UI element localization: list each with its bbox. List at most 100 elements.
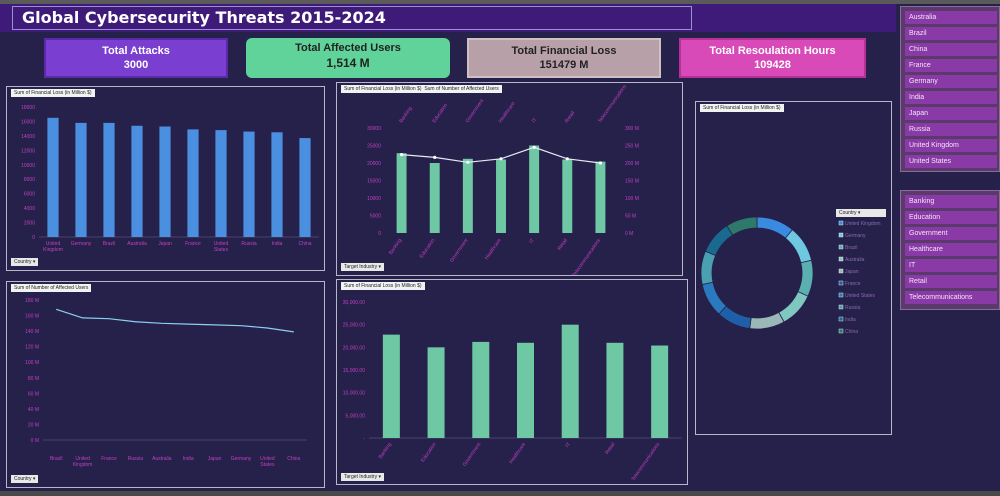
country-filter-button[interactable]: Country ▾ (11, 475, 39, 483)
legend-label: Australia (845, 257, 865, 263)
line-point (532, 145, 536, 149)
industry-filter-button[interactable]: Target Industry ▾ (341, 473, 384, 481)
y-tick-label: 12000 (21, 148, 35, 154)
x-tick-label: IT (528, 238, 535, 245)
line-point (399, 153, 404, 157)
legend-swatch (838, 220, 844, 226)
bar (103, 122, 115, 237)
x-tick-label-top: IT (531, 117, 538, 124)
x-tick-label: Government (462, 441, 483, 467)
x-tick-label-top: Retail (564, 110, 576, 124)
slicer-item-russia[interactable]: Russia (905, 123, 997, 136)
x-tick-label-top: Telecommunications (597, 83, 628, 124)
legend-label: United States (845, 293, 876, 299)
filter-label: Target Industry (344, 474, 378, 480)
slicer-item-united-states[interactable]: United States (905, 155, 997, 168)
x-tick-label: France (185, 241, 201, 247)
x-tick-label: Healthcare (508, 442, 527, 465)
slicer-item-telecommunications[interactable]: Telecommunications (905, 291, 997, 304)
country-slicer: Australia Brazil China France Germany India Ja… (900, 6, 1000, 172)
line-point (499, 157, 503, 161)
legend-swatch (838, 304, 844, 310)
legend-swatch (838, 280, 844, 286)
x-tick-label: Australia (152, 456, 172, 462)
x-tick-label: Telecommunications (630, 441, 661, 482)
bar-chart-loss-by-industry: - 5,000.00 10,000.00 15,000.00 20,000.00 25,0… (343, 300, 682, 482)
slicer-item-education[interactable]: Education (905, 211, 997, 224)
page-title: Global Cybersecurity Threats 2015-2024 (22, 8, 386, 27)
y-tick-label-left: 30000 (367, 126, 381, 132)
kpi-value: 3000 (123, 59, 149, 71)
x-tick-label: Kingdom (43, 247, 63, 253)
slicer-item-it[interactable]: IT (905, 259, 997, 272)
chart-panel-loss-by-country: Sum of Financial Loss (in Million $) 0 20… (6, 86, 325, 271)
chart-panel-users-by-country: Sum of Number of Affected Users 0 M 20 M 4… (6, 281, 325, 488)
y-tick-label: 180 M (25, 298, 39, 304)
slicer-item-france[interactable]: France (905, 59, 997, 72)
y-tick-label: 10,000.00 (343, 391, 365, 397)
y-tick-label: 16000 (21, 119, 35, 125)
slicer-item-germany[interactable]: Germany (905, 75, 997, 88)
bar (606, 342, 624, 438)
kpi-value: 109428 (754, 59, 791, 71)
legend-item-users: Sum of Number of Affected Users (424, 86, 499, 92)
slicer-item-united-kingdom[interactable]: United Kingdom (905, 139, 997, 152)
slicer-item-india[interactable]: India (905, 91, 997, 104)
industry-filter-button[interactable]: Target Industry ▾ (341, 263, 384, 271)
bar (271, 132, 283, 237)
y-tick-label: 20,000.00 (343, 345, 365, 351)
x-tick-label: India (183, 456, 194, 462)
legend-label: India (845, 317, 856, 323)
x-tick-label: Australia (127, 241, 147, 247)
x-tick-label: Russia (241, 241, 257, 247)
y-tick-label-right: 300 M (625, 126, 639, 132)
y-tick-label: 140 M (25, 329, 39, 335)
line-point (598, 161, 603, 165)
country-filter-button[interactable]: Country ▾ (11, 258, 39, 266)
y-tick-label-left: 10000 (367, 196, 381, 202)
toolbar-strip (0, 0, 1000, 4)
x-tick-label: Russia (128, 456, 144, 462)
slicer-item-government[interactable]: Government (905, 227, 997, 240)
y-tick-label-right: 250 M (625, 144, 639, 150)
slicer-item-healthcare[interactable]: Healthcare (905, 243, 997, 256)
kpi-total-attacks: Total Attacks 3000 (44, 38, 228, 78)
line-point (466, 160, 470, 164)
y-tick-label-right: 200 M (625, 161, 639, 167)
bar (496, 159, 506, 233)
bar (562, 159, 573, 233)
y-tick-label-right: 100 M (625, 196, 639, 202)
slicer-item-brazil[interactable]: Brazil (905, 27, 997, 40)
slicer-item-japan[interactable]: Japan (905, 107, 997, 120)
y-tick-label: 10000 (21, 163, 35, 169)
x-tick-label: Brazil (103, 241, 116, 247)
bar (131, 125, 143, 237)
bar (159, 126, 171, 237)
y-tick-label: 18000 (21, 105, 35, 111)
bar (651, 345, 669, 438)
slicer-item-china[interactable]: China (905, 43, 997, 56)
line-point (433, 155, 437, 159)
legend-label: France (845, 281, 861, 287)
donut-slice (726, 216, 758, 236)
slicer-item-banking[interactable]: Banking (905, 195, 997, 208)
donut-legend-filter-button[interactable]: Country ▾ (836, 209, 886, 217)
kpi-label: Total Resoulation Hours (709, 45, 836, 57)
y-tick-label: 80 M (28, 376, 39, 382)
x-tick-label: China (287, 456, 300, 462)
chart-panel-combo-by-industry: Sum of Financial Loss (in Million $) Sum… (336, 82, 683, 276)
kpi-total-resolution-hours: Total Resoulation Hours 109428 (679, 38, 866, 78)
slicer-item-retail[interactable]: Retail (905, 275, 997, 288)
donut-slice (784, 229, 813, 264)
y-tick-label: 4000 (24, 206, 35, 212)
x-tick-label-top: Education (431, 102, 449, 124)
x-tick-label: France (101, 456, 117, 462)
slicer-item-australia[interactable]: Australia (905, 11, 997, 24)
y-tick-label-left: 0 (378, 231, 381, 237)
y-tick-label: 160 M (25, 314, 39, 320)
y-tick-label: 120 M (25, 345, 39, 351)
series-line (56, 308, 294, 333)
x-tick-label: Banking (388, 238, 403, 256)
chart-title: Sum of Number of Affected Users (11, 284, 92, 292)
kpi-label: Total Affected Users (295, 42, 401, 54)
